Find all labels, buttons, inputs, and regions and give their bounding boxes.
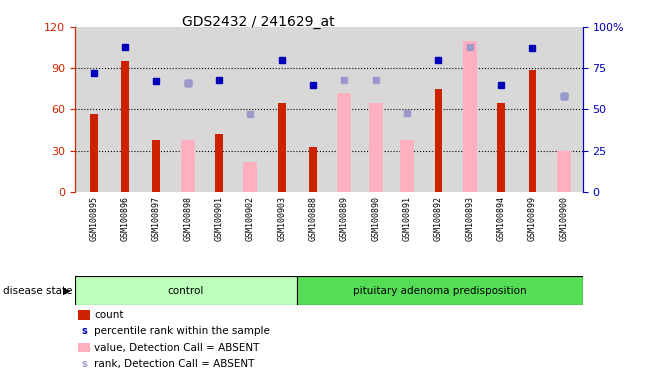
Text: GSM100901: GSM100901 [215,196,223,241]
Text: GSM100895: GSM100895 [89,196,98,241]
Bar [337,93,352,192]
Bar [243,162,257,192]
Bar [90,114,98,192]
Text: GDS2432 / 241629_at: GDS2432 / 241629_at [182,15,335,29]
Bar [497,103,505,192]
Bar [75,276,297,305]
Text: GSM100896: GSM100896 [120,196,130,241]
Text: GSM100892: GSM100892 [434,196,443,241]
Bar [557,151,571,192]
Text: GSM100889: GSM100889 [340,196,349,241]
Bar [368,103,383,192]
Text: GSM100900: GSM100900 [559,196,568,241]
Text: control: control [168,286,204,296]
Bar [152,140,160,192]
Bar [181,140,195,192]
Text: GSM100894: GSM100894 [497,196,506,241]
Bar [309,147,317,192]
Text: count: count [94,310,124,320]
Text: GSM100899: GSM100899 [528,196,537,241]
Bar [435,89,443,192]
Bar [121,61,129,192]
Text: GSM100903: GSM100903 [277,196,286,241]
Text: value, Detection Call = ABSENT: value, Detection Call = ABSENT [94,343,260,353]
Text: percentile rank within the sample: percentile rank within the sample [94,326,270,336]
Text: GSM100891: GSM100891 [402,196,411,241]
Text: s: s [81,359,87,369]
Text: GSM100897: GSM100897 [152,196,161,241]
Text: disease state: disease state [3,286,73,296]
Text: GSM100902: GSM100902 [246,196,255,241]
Bar [400,140,414,192]
Text: GSM100888: GSM100888 [309,196,318,241]
Text: ▶: ▶ [62,286,70,296]
Text: GSM100890: GSM100890 [371,196,380,241]
Text: s: s [81,326,87,336]
Bar [463,41,477,192]
Bar [297,276,583,305]
Bar [278,103,286,192]
Text: pituitary adenoma predisposition: pituitary adenoma predisposition [353,286,527,296]
Bar [215,134,223,192]
Text: GSM100893: GSM100893 [465,196,475,241]
Bar [529,70,536,192]
Text: rank, Detection Call = ABSENT: rank, Detection Call = ABSENT [94,359,255,369]
Text: GSM100898: GSM100898 [183,196,192,241]
